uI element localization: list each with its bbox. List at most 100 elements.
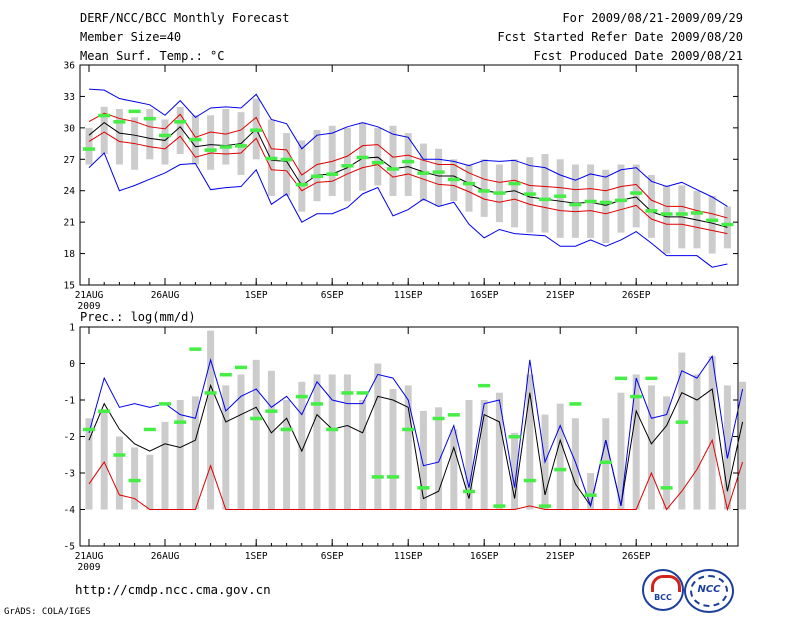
temp-range-bar xyxy=(100,106,108,155)
precip-range-bar xyxy=(480,400,488,510)
precip-range-bar xyxy=(343,374,351,510)
temp-obs-marker xyxy=(265,156,278,161)
precip-range-bar xyxy=(374,363,382,510)
temp-obs-marker xyxy=(189,137,202,142)
temp-ytick-label: 21 xyxy=(64,218,76,229)
forecast-period: For 2009/08/21-2009/09/29 xyxy=(562,11,743,25)
precip-ytick-label: -1 xyxy=(64,396,76,407)
precip-range-bar xyxy=(693,374,701,510)
precip-obs-marker xyxy=(356,391,369,395)
temp-obs-marker xyxy=(554,194,567,198)
precip-line-mean xyxy=(88,383,744,508)
precip-obs-marker xyxy=(98,409,111,413)
precip-range-bar xyxy=(146,454,154,510)
precip-range-bar xyxy=(100,410,108,510)
precip-range-bar xyxy=(191,396,199,510)
precip-range-bar xyxy=(115,436,123,510)
temp-obs-marker xyxy=(508,181,521,186)
precip-line-low xyxy=(88,438,744,512)
temp-obs-marker xyxy=(341,164,354,168)
precip-obs-marker xyxy=(675,420,688,424)
precip-range-bar xyxy=(465,400,473,510)
temp-range-bar xyxy=(511,159,519,228)
precip-obs-marker xyxy=(174,420,187,424)
temp-obs-marker xyxy=(447,177,460,182)
precip-range-bar xyxy=(252,359,260,510)
temp-range-bar xyxy=(617,164,625,233)
temp-xtick-label: 21AUG xyxy=(75,290,104,301)
temp-obs-marker xyxy=(539,197,551,202)
temp-xtick-sublabel: 2009 xyxy=(78,301,101,312)
temp-obs-marker xyxy=(311,174,323,179)
precip-range-bar xyxy=(267,370,275,510)
precip-range-bar xyxy=(222,385,230,510)
precip-range-bar xyxy=(556,403,564,510)
precip-obs-marker xyxy=(128,478,141,483)
precip-xtick-label: 11SEP xyxy=(394,551,423,562)
precip-range-bar xyxy=(313,374,321,510)
temp-ytick-label: 36 xyxy=(64,61,76,72)
temp-obs-marker xyxy=(615,198,627,203)
precip-range-bar xyxy=(85,418,93,510)
precip-obs-marker xyxy=(159,402,171,406)
footer-url[interactable]: http://cmdp.ncc.cma.gov.cn xyxy=(75,582,271,597)
precip-xtick-label: 16SEP xyxy=(470,551,499,562)
precip-range-bar xyxy=(587,473,595,510)
temp-range-bar xyxy=(435,148,443,207)
temp-obs-marker xyxy=(645,209,658,213)
temp-ytick-label: 33 xyxy=(64,92,75,103)
temp-obs-marker xyxy=(387,167,399,171)
precip-obs-marker xyxy=(478,383,491,388)
temp-obs-marker xyxy=(326,172,339,176)
temp-range-bar xyxy=(647,175,655,238)
temp-range-bar xyxy=(313,129,321,202)
temp-obs-marker xyxy=(204,148,217,152)
precip-range-bar xyxy=(419,410,427,510)
precip-obs-marker xyxy=(630,394,643,399)
chart-title: DERF/NCC/BCC Monthly Forecast xyxy=(80,11,290,25)
temp-range-bar xyxy=(602,169,610,244)
precip-obs-marker xyxy=(326,427,339,432)
precip-xtick-label: 21AUG xyxy=(75,551,104,562)
precip-obs-marker xyxy=(204,391,217,395)
temp-line-min xyxy=(88,152,728,268)
temp-obs-marker xyxy=(706,218,719,223)
temp-range-bar xyxy=(389,125,397,196)
grads-credit: GrADS: COLA/IGES xyxy=(4,607,91,617)
precip-obs-marker xyxy=(645,376,658,381)
temp-obs-marker xyxy=(174,120,187,124)
temp-obs-marker xyxy=(113,120,126,124)
temp-obs-marker xyxy=(371,160,384,165)
temp-range-bar xyxy=(480,159,488,217)
precip-obs-marker xyxy=(189,347,202,351)
bcc-logo: BCC xyxy=(642,569,684,611)
precip-obs-marker xyxy=(554,467,567,472)
temp-range-bar xyxy=(693,190,701,249)
member-size: Member Size=40 xyxy=(80,30,182,44)
temp-range-bar xyxy=(708,195,716,254)
ncc-logo-text: NCC xyxy=(697,584,721,595)
precip-obs-marker xyxy=(508,435,521,439)
temp-obs-marker xyxy=(478,189,491,193)
precip-obs-marker xyxy=(432,416,445,421)
precip-obs-marker xyxy=(387,475,399,479)
precip-range-bar xyxy=(237,374,245,510)
temp-xtick-label: 16SEP xyxy=(470,290,499,301)
precip-range-bar xyxy=(435,407,443,510)
temp-line-max xyxy=(88,88,728,207)
precip-xtick-label: 6SEP xyxy=(321,551,344,562)
precip-xtick-label: 26SEP xyxy=(622,551,651,562)
temp-obs-marker xyxy=(295,182,308,187)
temp-obs-marker xyxy=(83,147,95,151)
temp-ytick-label: 27 xyxy=(64,155,75,166)
precip-range-bar xyxy=(176,400,184,510)
precip-label: Prec.: log(mm/d) xyxy=(80,310,196,324)
temp-range-bar xyxy=(556,159,564,238)
bcc-logo-text: BCC xyxy=(654,593,672,602)
precip-obs-marker xyxy=(219,372,232,377)
temp-range-bar xyxy=(465,164,473,212)
precip-obs-marker xyxy=(143,427,156,432)
precip-obs-marker xyxy=(311,402,323,406)
precip-ytick-label: 1 xyxy=(69,323,75,334)
precip-range-bar xyxy=(283,400,291,510)
